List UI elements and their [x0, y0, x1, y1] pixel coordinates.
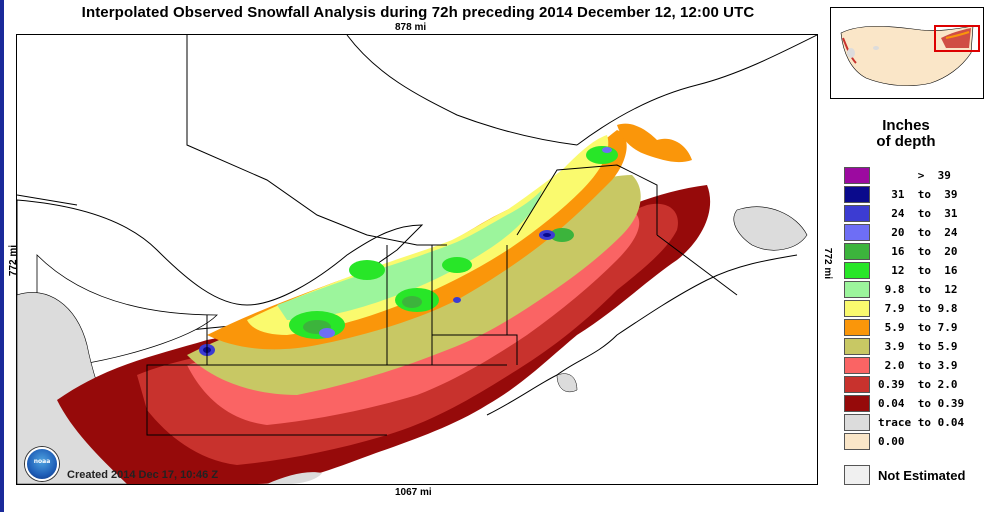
legend-swatch: [844, 262, 870, 279]
legend-label: 0.04 to 0.39: [878, 397, 965, 410]
legend-label: 7.9 to 9.8: [878, 302, 958, 315]
legend-swatch: [844, 243, 870, 260]
legend-swatch: [844, 433, 870, 450]
window-edge: [0, 0, 4, 512]
legend-swatch: [844, 186, 870, 203]
scale-right-label: 772 mi: [822, 247, 834, 280]
legend-swatch: [844, 281, 870, 298]
legend-label: 12 to 16: [878, 264, 958, 277]
scale-bottom-label: 1067 mi: [395, 487, 432, 498]
legend-swatch: [844, 376, 870, 393]
noaa-logo: noaa: [25, 447, 59, 481]
legend-swatch: [844, 224, 870, 241]
snowfall-map-svg: [17, 35, 817, 484]
legend-label: 20 to 24: [878, 226, 958, 239]
legend-label: 5.9 to 7.9: [878, 321, 958, 334]
legend-label: 9.8 to 12: [878, 283, 958, 296]
legend-swatch: [844, 319, 870, 336]
legend-title: Inches of depth: [830, 118, 982, 150]
not-estimated-label: Not Estimated: [878, 468, 966, 483]
legend-title-line-2: of depth: [876, 133, 936, 150]
legend-label: > 39: [878, 169, 951, 182]
legend-swatch: [844, 357, 870, 374]
legend-swatch: [844, 414, 870, 431]
legend-label: 24 to 31: [878, 207, 958, 220]
scale-top-label: 878 mi: [395, 22, 427, 33]
snowfall-map: [16, 34, 818, 485]
legend-label: 3.9 to 5.9: [878, 340, 958, 353]
legend-label: 0.00: [878, 435, 905, 448]
legend-swatch: [844, 395, 870, 412]
legend-label: 31 to 39: [878, 188, 958, 201]
created-timestamp: Created 2014 Dec 17, 10:46 Z: [67, 469, 219, 481]
legend-swatch: [844, 167, 870, 184]
legend-label: trace to 0.04: [878, 416, 965, 429]
legend-title-line-1: Inches: [882, 117, 930, 134]
map-title: Interpolated Observed Snowfall Analysis …: [81, 4, 755, 21]
legend-swatch: [844, 300, 870, 317]
us-overview-inset-map: [830, 7, 984, 99]
legend-label: 0.39 to 2.0: [878, 378, 958, 391]
legend-label: 2.0 to 3.9: [878, 359, 958, 372]
legend-swatch: [844, 338, 870, 355]
legend-label: 16 to 20: [878, 245, 958, 258]
not-estimated-swatch: [844, 465, 870, 485]
legend-swatch: [844, 205, 870, 222]
inset-map-svg: [831, 8, 983, 98]
